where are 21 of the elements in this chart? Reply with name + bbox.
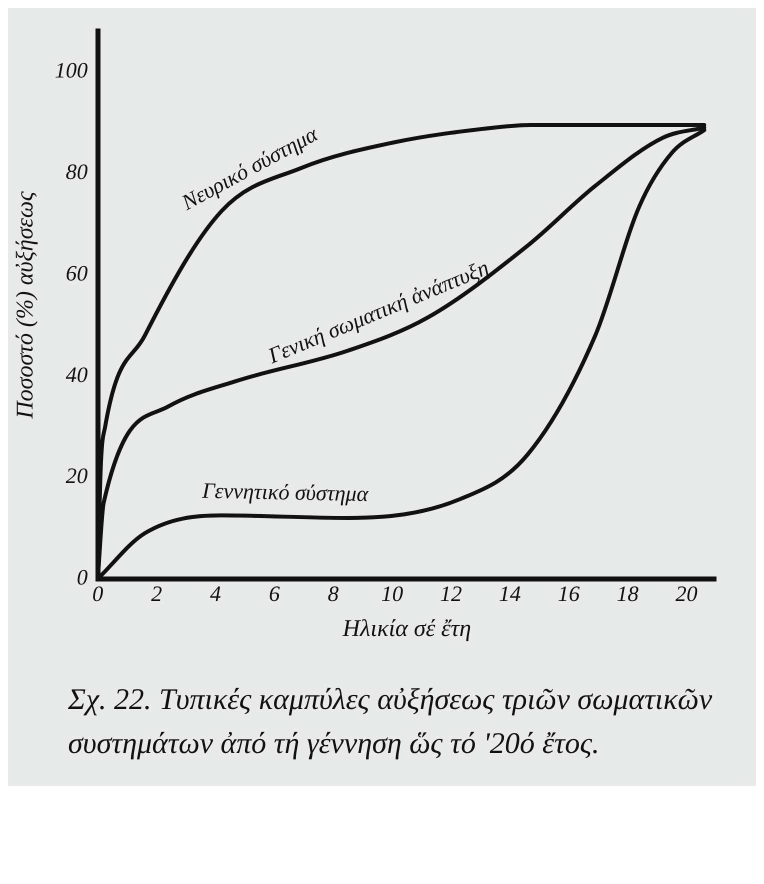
x-tick-label: 18 — [616, 580, 639, 606]
y-tick-label: 60 — [66, 260, 88, 286]
y-tick-label: 0 — [76, 564, 88, 590]
y-tick-label: 20 — [66, 463, 88, 488]
x-tick-label: 16 — [558, 580, 580, 606]
x-tick-label: 10 — [381, 580, 404, 606]
x-tick-label: 20 — [676, 580, 698, 606]
y-tick-label: 100 — [54, 58, 88, 83]
x-axis-title: Ηλικία σέ ἔτη — [342, 616, 472, 642]
y-tick-label: 80 — [66, 158, 88, 184]
x-tick-label: 14 — [498, 580, 521, 606]
y-axis-title: Ποσοστό (%) αὐξήσεως — [12, 191, 39, 420]
x-tick-label: 2 — [151, 580, 162, 606]
x-tick-label: 4 — [210, 580, 222, 606]
x-tick-label: 12 — [440, 580, 462, 606]
text: Σχ. 22. Τυπικές καμπύλες αὐξήσεως τριῶν σωματικῶν συστημάτων ἀπό τή γέννηση ὥς τό '20ό ἔτος. — [67, 682, 714, 762]
x-tick-label: 0 — [92, 580, 104, 606]
x-tick-label: 6 — [268, 580, 280, 606]
series-label: Γεννητικό σύστημα — [201, 478, 369, 506]
y-tick-label: 40 — [66, 362, 88, 387]
x-tick-label: 8 — [328, 580, 339, 606]
